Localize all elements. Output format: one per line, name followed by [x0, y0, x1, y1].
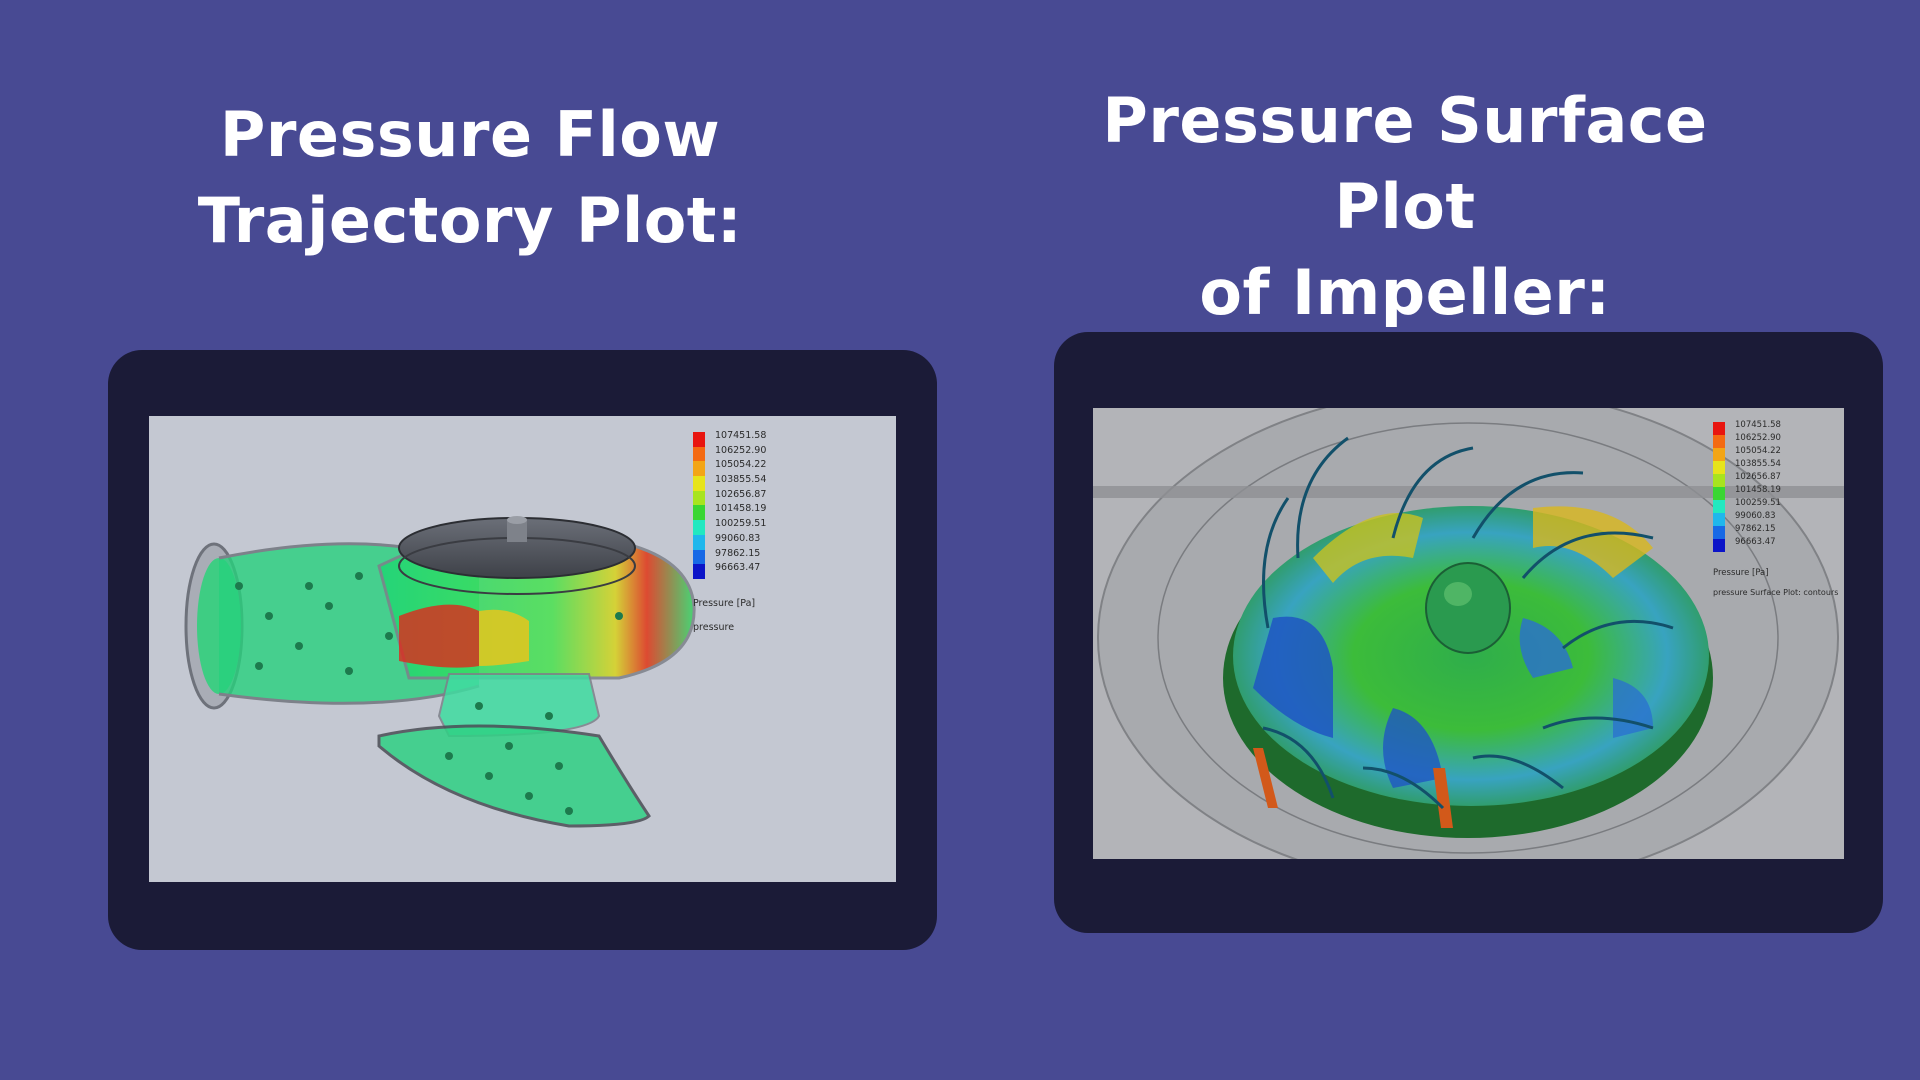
- legend-value: 96663.47: [715, 562, 761, 574]
- legend-value: 103855.54: [1735, 459, 1781, 469]
- legend-value: 106252.90: [715, 444, 767, 456]
- legend-value: 96663.47: [1735, 537, 1776, 547]
- legend-swatch: [1713, 500, 1725, 513]
- impeller-surface-image: [1093, 408, 1844, 859]
- legend-value: 99060.83: [1735, 511, 1776, 521]
- flow-trajectory-viewport: 107451.58 106252.90 105054.22 103855.54 …: [149, 416, 896, 882]
- legend-unit: Pressure [Pa]: [1713, 568, 1769, 578]
- legend-swatch: [1713, 526, 1725, 539]
- legend-unit: Pressure [Pa]: [693, 598, 756, 609]
- legend-swatch: [693, 476, 705, 491]
- legend-value: 105054.22: [715, 459, 767, 471]
- legend-value: 101458.19: [1735, 485, 1781, 495]
- right-tablet-frame: 107451.58 106252.90 105054.22 103855.54 …: [1054, 332, 1883, 933]
- legend-value: 97862.15: [1735, 524, 1776, 534]
- legend-swatch: [693, 505, 705, 521]
- legend-swatch: [1713, 474, 1725, 487]
- legend-value: 103855.54: [715, 474, 767, 486]
- impeller-surface-viewport: 107451.58 106252.90 105054.22 103855.54 …: [1093, 408, 1844, 859]
- legend-value: 105054.22: [1735, 446, 1781, 456]
- legend-swatch: [693, 432, 705, 447]
- legend-value: 102656.87: [715, 488, 767, 500]
- legend-values: 107451.58 106252.90 105054.22 103855.54 …: [1735, 419, 1781, 549]
- legend-swatch: [693, 446, 705, 462]
- legend-swatch: [693, 564, 705, 579]
- legend-value: 97862.15: [715, 547, 761, 559]
- legend-value: 99060.83: [715, 532, 761, 544]
- legend-swatch: [1713, 513, 1725, 526]
- legend-swatch: [693, 549, 705, 565]
- legend-swatch: [693, 461, 705, 477]
- legend-swatch: [1713, 539, 1725, 552]
- legend-value: 100259.51: [715, 518, 767, 530]
- legend-swatch: [693, 520, 705, 535]
- legend-value: 106252.90: [1735, 433, 1781, 443]
- legend-values: 107451.58 106252.90 105054.22 103855.54 …: [715, 429, 766, 576]
- right-title: Pressure Surface Plot of Impeller:: [1102, 84, 1708, 329]
- left-title: Pressure Flow Trajectory Plot:: [197, 98, 743, 257]
- legend-color-bar: [693, 432, 705, 579]
- pump-volute-trajectory-image: [184, 516, 696, 828]
- legend-swatch: [693, 490, 705, 506]
- legend-value: 101458.19: [715, 503, 767, 515]
- legend-color-bar: [1713, 422, 1725, 552]
- legend-caption: pressure Surface Plot: contours: [1713, 588, 1839, 597]
- legend-swatch: [1713, 461, 1725, 474]
- legend-swatch: [1713, 435, 1725, 448]
- legend-value: 102656.87: [1735, 472, 1781, 482]
- legend-swatch: [1713, 487, 1725, 500]
- legend-swatch: [693, 534, 705, 550]
- legend-swatch: [1713, 448, 1725, 461]
- legend-caption: pressure: [693, 622, 735, 633]
- legend-swatch: [1713, 422, 1725, 435]
- left-tablet-frame: 107451.58 106252.90 105054.22 103855.54 …: [108, 350, 937, 950]
- legend-value: 100259.51: [1735, 498, 1781, 508]
- legend-value: 107451.58: [1735, 420, 1781, 430]
- legend-value: 107451.58: [715, 430, 767, 441]
